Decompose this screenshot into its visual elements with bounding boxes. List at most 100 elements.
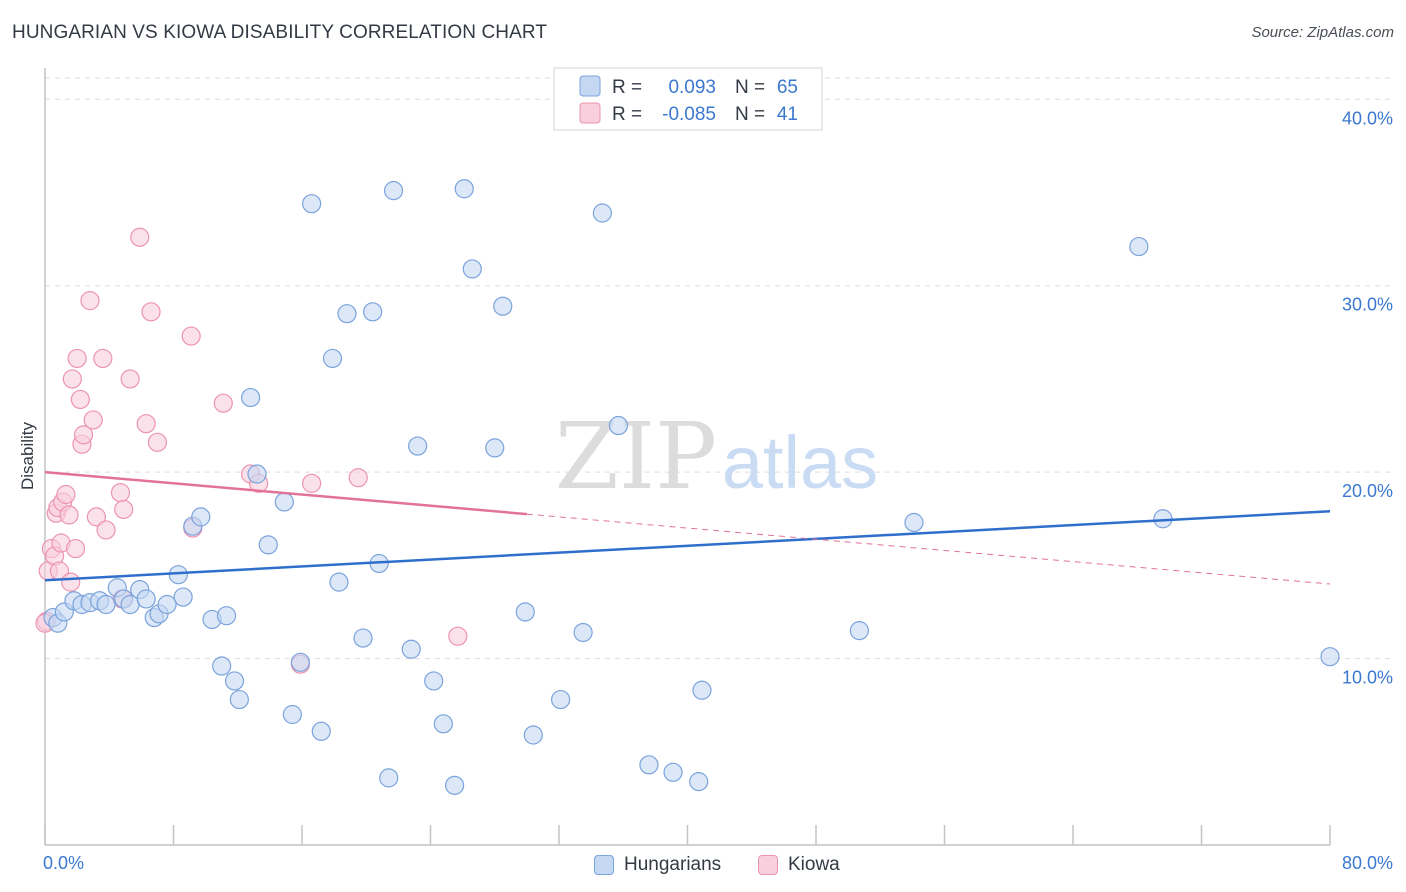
legend-r-label-hungarians: R = [612,77,642,98]
axes: 10.0% 20.0% 30.0% 40.0% 0.0% 80.0% [43,68,1393,873]
point-hungarians-51 [523,725,543,745]
point-kiowa-12 [62,369,82,389]
point-hungarians-40 [383,181,404,201]
legend-n-label-kiowa: N = [735,104,765,125]
legend-swatch-kiowa [579,102,601,124]
point-hungarians-19 [191,507,211,527]
x-tick-label-1: 80.0% [1342,853,1393,873]
y-tick-label-3: 40.0% [1342,108,1393,128]
legend-item-hungarians: Hungarians [594,850,721,880]
point-kiowa-10 [59,505,79,525]
point-hungarians-30 [290,652,310,672]
trend-lines [44,470,1331,585]
legend-r-value-kiowa: -0.085 [662,104,716,125]
trend-line-kiowa [44,470,527,516]
point-hungarians-64 [1320,647,1340,667]
point-hungarians-50 [515,602,535,622]
point-hungarians-31 [302,194,322,214]
point-kiowa-30 [147,432,168,452]
point-kiowa-33 [213,393,233,413]
source-credit: Source: ZipAtlas.com [1251,24,1394,41]
y-tick-label-0: 10.0% [1342,668,1393,688]
point-kiowa-11 [61,572,81,592]
point-kiowa-21 [93,348,113,369]
point-kiowa-17 [73,425,94,445]
legend-r-value-hungarians: 0.093 [668,77,716,98]
point-hungarians-7 [96,594,116,615]
point-kiowa-29 [141,302,161,322]
point-hungarians-17 [173,587,193,607]
point-hungarians-37 [363,302,383,322]
point-kiowa-22 [96,520,116,540]
point-hungarians-53 [573,622,593,643]
trend-line-kiowa-dashed [526,513,1331,585]
point-kiowa-39 [448,626,468,646]
point-hungarians-60 [849,621,869,641]
chart-title: HUNGARIAN VS KIOWA DISABILITY CORRELATIO… [12,22,548,43]
trend-line-hungarians [44,510,1331,582]
point-kiowa-9 [56,484,76,505]
point-hungarians-22 [216,606,237,626]
point-kiowa-20 [86,507,107,527]
point-hungarians-62 [1129,236,1149,257]
point-hungarians-43 [424,671,444,691]
point-kiowa-28 [136,414,156,434]
point-kiowa-27 [130,227,150,247]
point-kiowa-13 [65,538,86,559]
point-hungarians-48 [485,438,505,458]
point-hungarians-46 [454,179,474,199]
point-kiowa-23 [110,483,131,503]
point-hungarians-61 [904,512,924,533]
y-tick-label-2: 30.0% [1342,295,1393,315]
point-hungarians-21 [212,656,232,676]
point-hungarians-41 [401,639,421,659]
legend-n-value-kiowa: 41 [777,104,798,125]
legend-r-label-kiowa: R = [612,104,642,125]
point-hungarians-24 [229,689,249,710]
series-legend: Hungarians Kiowa [0,850,1406,880]
point-hungarians-47 [462,259,482,279]
point-kiowa-19 [83,410,103,430]
point-kiowa-15 [70,389,90,410]
point-kiowa-25 [114,499,134,520]
legend-swatch-kiowa-bottom [758,855,778,875]
legend-swatch-hungarians [579,75,601,97]
point-hungarians-23 [224,671,245,691]
point-kiowa-38 [348,468,368,488]
legend-label-kiowa: Kiowa [788,854,840,875]
point-kiowa-31 [181,326,201,346]
point-hungarians-34 [329,572,349,592]
point-hungarians-32 [311,721,331,741]
legend-n-value-hungarians: 65 [777,77,798,98]
legend-n-label-hungarians: N = [735,77,765,98]
point-hungarians-39 [379,768,399,788]
legend-label-hungarians: Hungarians [624,854,722,875]
point-hungarians-57 [663,762,683,782]
point-hungarians-15 [157,594,177,615]
watermark-zip: ZIP [555,403,717,510]
point-hungarians-56 [639,755,659,775]
point-hungarians-35 [337,304,357,324]
point-hungarians-42 [408,436,428,456]
point-hungarians-44 [433,714,453,734]
point-hungarians-49 [493,296,513,316]
series-hungarians-points [43,179,1340,795]
point-hungarians-59 [692,680,712,700]
watermark: ZIP atlas [555,403,878,510]
point-hungarians-55 [608,415,629,436]
point-hungarians-33 [322,348,343,369]
point-hungarians-58 [689,772,709,792]
point-hungarians-29 [282,704,302,725]
point-kiowa-18 [80,291,100,311]
point-kiowa-26 [120,369,140,389]
point-hungarians-12 [136,589,156,609]
correlation-legend: R = 0.093 N = 65 R = -0.085 N = 41 [553,67,823,131]
point-hungarians-25 [241,387,261,408]
point-hungarians-45 [444,775,465,795]
y-axis-label: Disability [18,421,37,490]
point-hungarians-36 [353,628,373,648]
legend-item-kiowa: Kiowa [758,850,840,880]
y-tick-label-1: 20.0% [1342,481,1393,501]
watermark-atlas: atlas [722,421,878,504]
